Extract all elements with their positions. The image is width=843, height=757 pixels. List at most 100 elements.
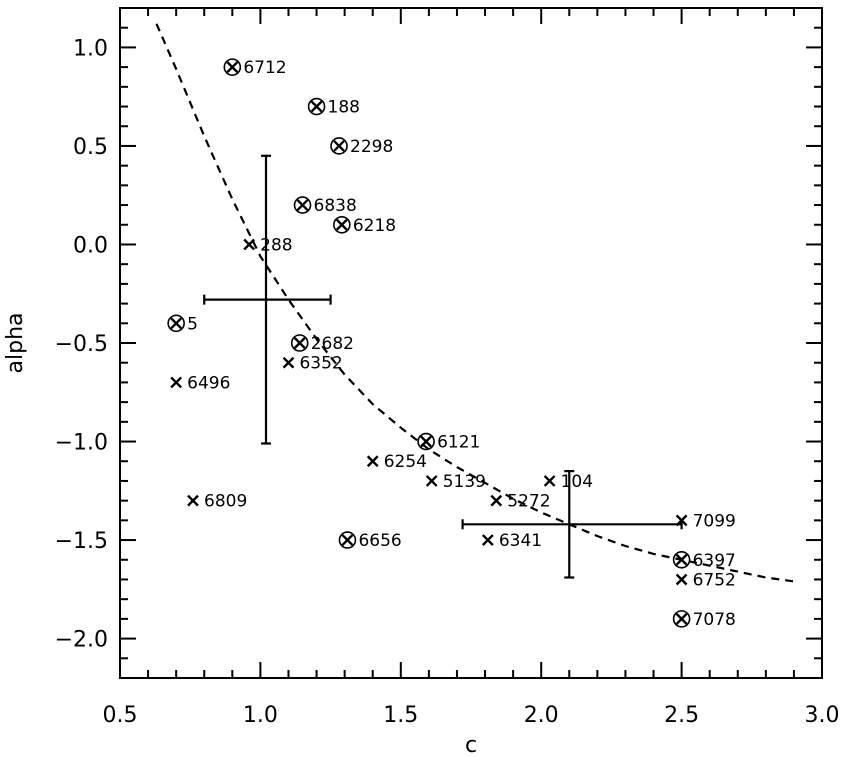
data-point: 6656 [338,531,402,551]
y-tick-label: −2.0 [55,628,108,653]
point-label: 6218 [353,216,396,236]
data-point: 7078 [672,610,736,630]
point-circle [223,58,242,76]
x-tick-label: 3.0 [805,703,840,728]
point-circle [333,215,351,234]
tick-labels: 0.5 1.0 1.5 2.0 2.5 3.0 1.0 0.5 0.0 −0.5 −1.0 −1.5 −… [55,36,840,728]
point-circle [293,196,312,214]
point-marker [335,218,348,231]
y-tick-label: −0.5 [55,332,108,357]
x-tick-label: 2.0 [524,703,559,728]
data-point: 6752 [675,570,736,590]
point-label: 5 [187,314,198,334]
y-tick-label: 0.5 [73,135,108,160]
point-circle [338,531,357,549]
data-point: 6254 [366,452,427,472]
point-marker [675,553,688,566]
point-label: 2682 [311,334,354,354]
data-point: 6121 [417,432,480,453]
point-marker [490,494,503,507]
point-marker [170,376,183,389]
point-label: 6656 [358,531,401,551]
point-label: 188 [328,98,360,118]
data-point: 6218 [333,215,396,236]
data-point: 288 [243,235,293,255]
point-marker [293,337,306,349]
point-marker [282,356,295,369]
fit-curve-layer [155,23,795,583]
point-label: 6341 [499,531,542,551]
data-point: 188 [307,97,360,118]
point-label: 104 [561,472,593,492]
y-tick-label: −1.0 [55,431,108,456]
point-marker [296,199,309,211]
point-label: 6254 [384,452,427,472]
point-label: 6809 [204,492,247,512]
x-tick-label: 1.0 [243,703,278,728]
error-cross-layer [203,154,683,579]
error-cross [461,469,683,579]
x-tick-label: 1.5 [383,703,418,728]
point-marker [187,494,199,507]
point-marker [420,435,432,448]
data-point: 104 [543,472,593,492]
data-point: 5 [167,314,198,334]
point-label: 6496 [187,373,230,393]
point-label: 2298 [350,137,393,157]
point-circle [167,314,185,333]
error-cross [203,154,332,445]
point-circle [672,550,691,569]
point-label: 7078 [693,610,736,630]
data-point: 5139 [425,472,486,492]
x-axis-title: c [465,733,477,757]
point-circle [672,610,691,628]
point-circle [330,137,348,155]
point-label: 6712 [243,58,286,78]
point-marker [366,455,379,468]
data-point: 6397 [672,550,736,571]
point-marker [543,475,556,487]
point-label: 6121 [437,433,480,453]
point-marker [333,140,345,152]
point-marker [481,534,494,546]
data-point: 7099 [675,511,736,531]
data-point: 6809 [187,492,247,512]
axis-ticks [119,7,823,679]
data-point: 6712 [223,58,287,78]
point-label: 5272 [507,492,550,512]
data-point: 5272 [490,492,551,512]
point-marker [675,613,688,625]
x-tick-label: 2.5 [664,703,699,728]
data-point: 6496 [170,373,230,393]
point-marker [226,61,239,73]
point-marker [425,475,438,487]
point-label: 7099 [693,511,736,531]
point-circle [307,97,326,116]
data-point: 2298 [330,137,393,157]
point-marker [675,514,688,527]
data-point: 6352 [282,354,343,374]
data-point: 6341 [481,531,542,551]
point-marker [310,100,323,113]
y-axis-title: alpha [3,313,28,374]
data-point: 2682 [290,334,354,354]
point-circle [417,432,435,451]
point-marker [170,317,183,330]
point-label: 288 [260,235,292,255]
x-tick-label: 0.5 [103,703,138,728]
point-circle [290,334,309,352]
point-label: 6397 [693,551,736,571]
y-tick-label: 1.0 [73,36,108,61]
plot-frame [119,7,823,679]
point-marker [341,534,354,546]
data-point: 6838 [293,196,357,216]
point-label: 5139 [443,472,486,492]
y-tick-label: 0.0 [73,233,108,258]
point-label: 6752 [693,570,736,590]
point-label: 6838 [314,196,357,216]
point-marker [243,238,256,251]
y-tick-label: −1.5 [55,529,108,554]
point-label: 6352 [299,354,342,374]
